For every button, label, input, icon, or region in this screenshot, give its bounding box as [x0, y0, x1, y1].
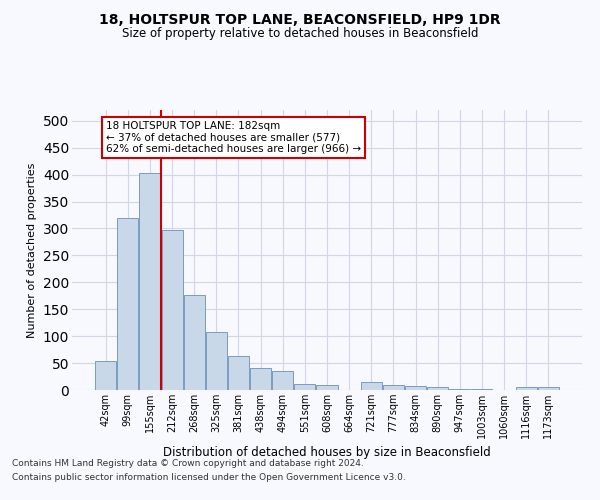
Bar	[449, 389, 470, 390]
X-axis label: Distribution of detached houses by size in Beaconsfield: Distribution of detached houses by size …	[163, 446, 491, 460]
Text: Contains HM Land Registry data © Crown copyright and database right 2024.: Contains HM Land Registry data © Crown c…	[12, 458, 364, 468]
Text: Size of property relative to detached houses in Beaconsfield: Size of property relative to detached ho…	[122, 28, 478, 40]
Text: 18 HOLTSPUR TOP LANE: 182sqm
← 37% of detached houses are smaller (577)
62% of s: 18 HOLTSPUR TOP LANE: 182sqm ← 37% of de…	[106, 121, 361, 154]
Bar	[161, 230, 182, 390]
Bar	[272, 370, 293, 390]
Bar	[139, 173, 160, 390]
Bar	[118, 218, 139, 390]
Bar	[515, 388, 536, 390]
Bar	[538, 387, 559, 390]
Bar	[228, 356, 249, 390]
Bar	[95, 362, 116, 390]
Y-axis label: Number of detached properties: Number of detached properties	[27, 162, 37, 338]
Bar	[250, 368, 271, 390]
Bar	[184, 294, 205, 390]
Text: Contains public sector information licensed under the Open Government Licence v3: Contains public sector information licen…	[12, 474, 406, 482]
Bar	[405, 386, 426, 390]
Bar	[316, 384, 338, 390]
Bar	[361, 382, 382, 390]
Bar	[427, 388, 448, 390]
Text: 18, HOLTSPUR TOP LANE, BEACONSFIELD, HP9 1DR: 18, HOLTSPUR TOP LANE, BEACONSFIELD, HP9…	[99, 12, 501, 26]
Bar	[295, 384, 316, 390]
Bar	[383, 384, 404, 390]
Bar	[206, 332, 227, 390]
